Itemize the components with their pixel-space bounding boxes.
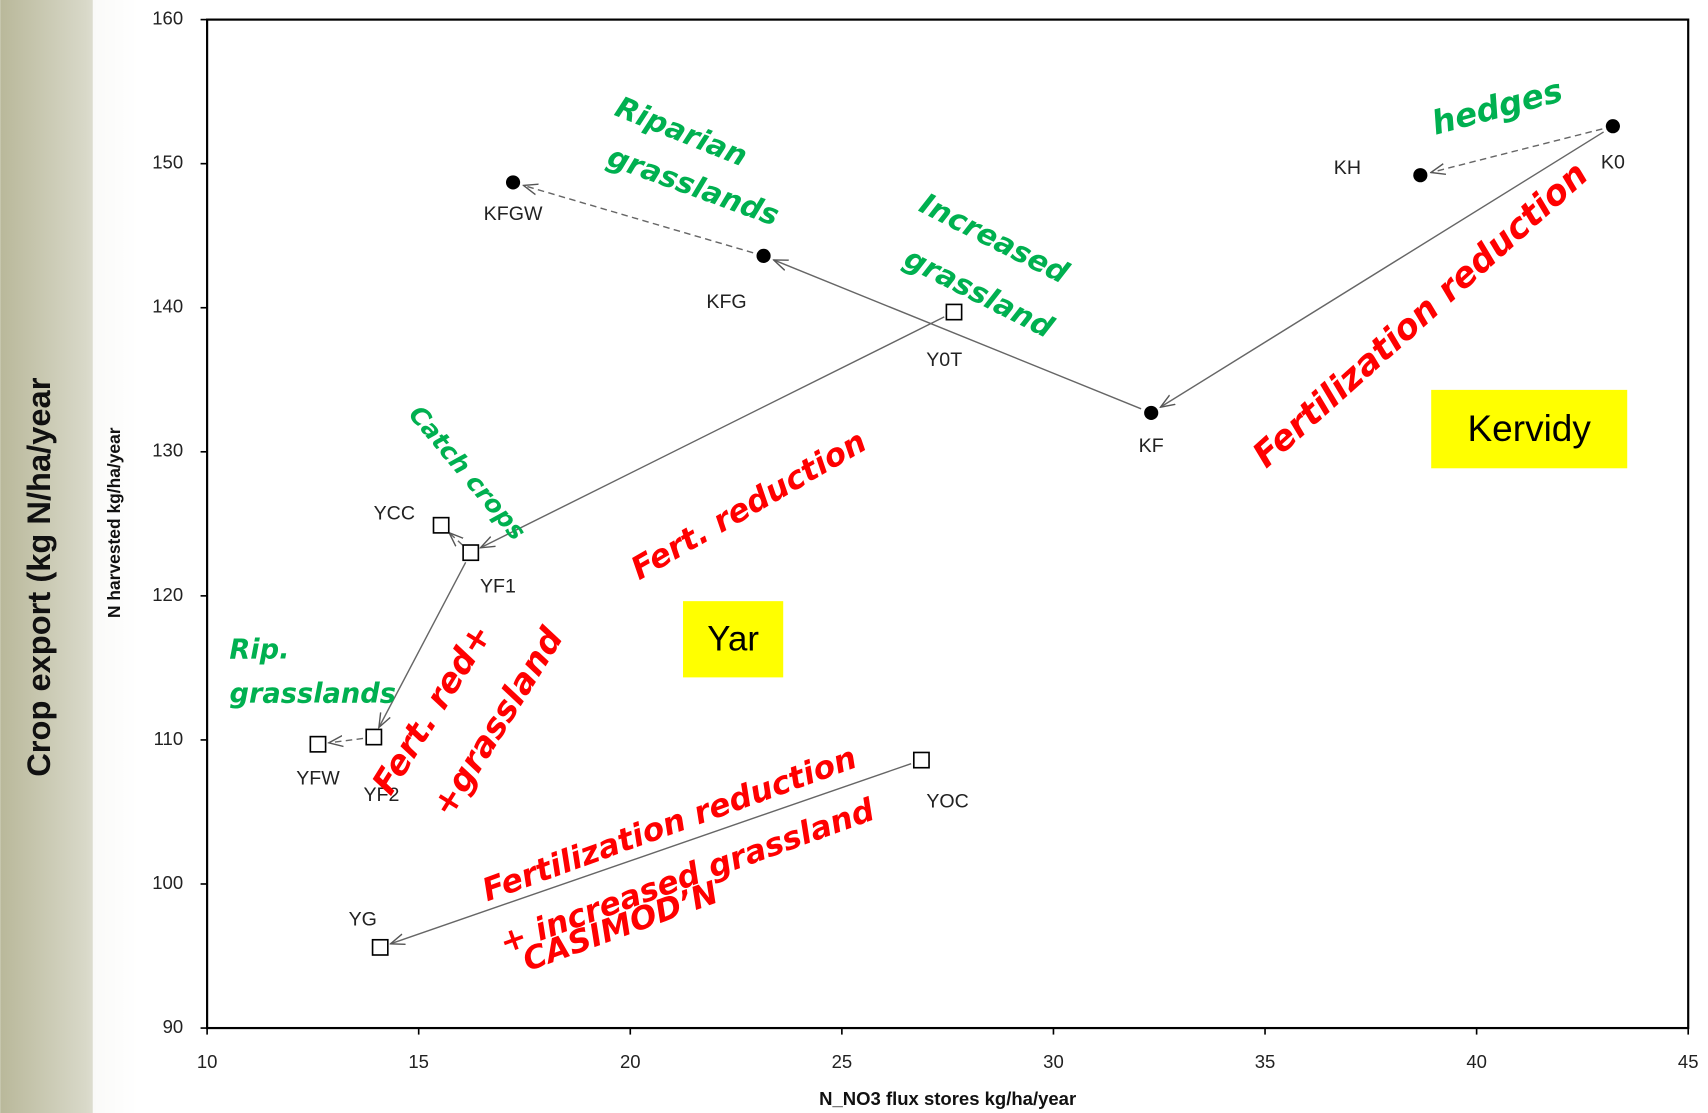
arrow [1160, 131, 1605, 407]
point-label: YOC [926, 791, 968, 813]
point [1605, 119, 1620, 134]
y-tick-label: 100 [152, 872, 183, 893]
point-label: YG [349, 908, 377, 930]
y-tick-label: 120 [152, 584, 183, 605]
point-label: K0 [1601, 151, 1625, 173]
point [1413, 168, 1428, 183]
x-tick-label: 15 [408, 1051, 429, 1072]
annotation: Rip. [229, 635, 289, 666]
annotation: grasslands [230, 678, 396, 709]
point [1144, 405, 1159, 420]
series-box [1431, 389, 1628, 469]
x-axis-label: N_NO3 flux stores kg/ha/year [819, 1088, 1076, 1109]
plot-frame [206, 18, 1690, 1030]
y-tick-label: 140 [152, 296, 183, 317]
x-tick-label: 35 [1255, 1051, 1276, 1072]
point [505, 175, 521, 190]
point [365, 728, 383, 746]
arrow [1431, 128, 1603, 173]
point-label: YF2 [363, 784, 399, 806]
point [945, 303, 963, 321]
arrow [480, 316, 945, 548]
point [309, 735, 327, 753]
point-label: YCC [374, 503, 415, 525]
arrow [379, 561, 467, 727]
point-label: YFW [296, 767, 340, 789]
series-name: Yar [707, 620, 759, 659]
point-label: YF1 [480, 576, 516, 598]
x-tick-label: 10 [197, 1051, 218, 1072]
series-box [683, 601, 784, 678]
arrow [524, 185, 754, 254]
x-tick-label: 40 [1466, 1051, 1487, 1072]
y-axis-label: N harvested kg/ha/year [104, 427, 124, 618]
y-tick-label: 90 [163, 1016, 184, 1037]
arrow [449, 533, 463, 546]
point [432, 516, 450, 534]
arrow [390, 762, 912, 944]
point [912, 751, 930, 769]
point [756, 248, 771, 263]
point [371, 938, 389, 956]
y-tick-label: 160 [152, 7, 183, 28]
point-label: KH [1334, 157, 1361, 179]
x-tick-label: 30 [1043, 1051, 1064, 1072]
arrow [774, 260, 1142, 410]
arrow [329, 738, 364, 742]
x-tick-label: 20 [620, 1051, 641, 1072]
point-label: Y0T [926, 349, 962, 371]
background-panel [92, 0, 1708, 1113]
x-tick-label: 45 [1678, 1051, 1699, 1072]
outer-y-label: Crop export (kg N/ha/year [20, 377, 57, 777]
point-label: KF [1139, 435, 1164, 457]
y-tick-label: 150 [152, 152, 183, 173]
y-tick-label: 130 [152, 440, 183, 461]
point-label: KFG [706, 291, 746, 313]
point [462, 544, 480, 562]
series-name: Kervidy [1467, 407, 1591, 449]
x-tick-label: 25 [832, 1051, 853, 1072]
point-label: KFGW [484, 203, 543, 225]
y-tick-label: 110 [154, 728, 183, 749]
